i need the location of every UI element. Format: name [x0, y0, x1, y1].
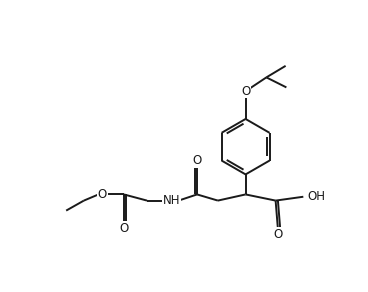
Text: O: O	[119, 222, 128, 235]
Text: O: O	[98, 188, 107, 201]
Text: O: O	[273, 228, 283, 241]
Text: OH: OH	[307, 190, 325, 203]
Text: NH: NH	[163, 194, 180, 207]
Text: O: O	[192, 154, 202, 167]
Text: O: O	[241, 85, 250, 98]
